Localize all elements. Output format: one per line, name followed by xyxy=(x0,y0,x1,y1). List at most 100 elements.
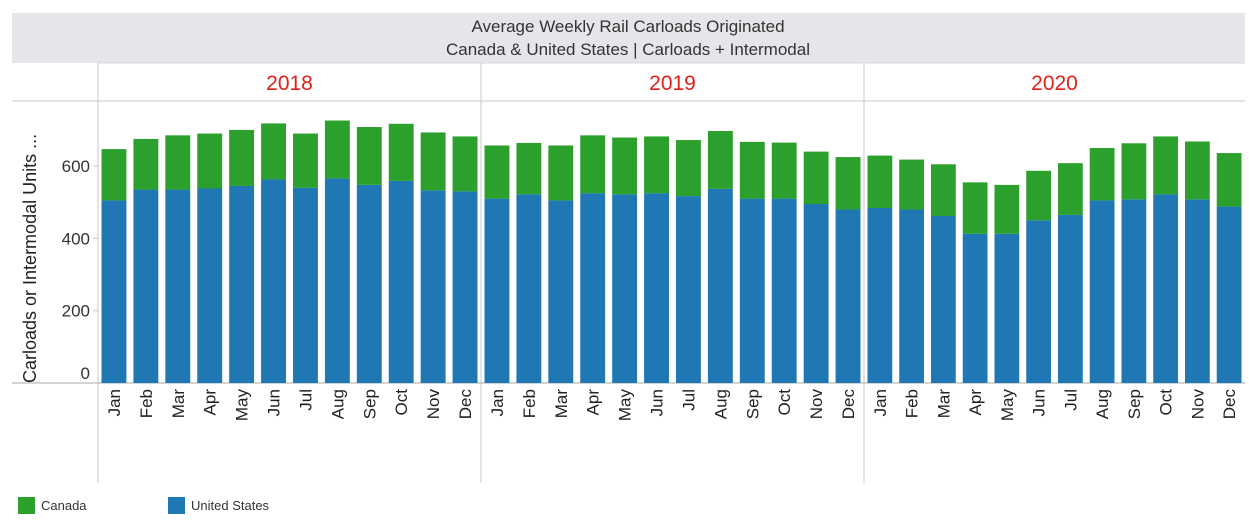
bar-united-states-2020-jan xyxy=(867,208,893,383)
x-tick-label-2020-dec: Dec xyxy=(1220,389,1239,420)
bar-canada-2019-oct xyxy=(771,142,797,199)
chart-subtitle: Canada & United States | Carloads + Inte… xyxy=(446,40,810,59)
bar-united-states-2018-may xyxy=(229,185,255,383)
x-tick-label-2019-aug: Aug xyxy=(711,389,730,419)
bar-united-states-2020-jun xyxy=(1026,220,1052,383)
y-tick-label-0: 0 xyxy=(81,364,90,383)
x-tick-label-2019-nov: Nov xyxy=(807,389,826,420)
y-tick-label-600: 600 xyxy=(62,157,90,176)
bar-united-states-2020-dec xyxy=(1216,206,1242,383)
bar-canada-2020-may xyxy=(994,184,1020,234)
bar-united-states-2020-feb xyxy=(899,209,925,383)
bar-united-states-2019-feb xyxy=(516,194,542,383)
bar-canada-2018-jan xyxy=(101,149,127,201)
bar-united-states-2018-jan xyxy=(101,200,127,383)
x-tick-label-2020-aug: Aug xyxy=(1093,389,1112,419)
bar-canada-2019-sep xyxy=(739,141,765,199)
bar-united-states-2018-dec xyxy=(452,191,478,383)
x-tick-label-2019-feb: Feb xyxy=(520,389,539,418)
y-axis-label: Carloads or Intermodal Units ... xyxy=(20,134,40,383)
bar-united-states-2020-nov xyxy=(1184,199,1210,383)
x-tick-label-2019-dec: Dec xyxy=(839,389,858,420)
bar-canada-2018-mar xyxy=(165,135,191,190)
x-tick-label-2018-jun: Jun xyxy=(265,389,284,416)
bar-united-states-2019-mar xyxy=(548,200,574,383)
bar-canada-2019-may xyxy=(612,137,638,195)
x-tick-label-2018-jul: Jul xyxy=(296,389,315,411)
bar-canada-2019-nov xyxy=(803,151,829,205)
bar-united-states-2020-may xyxy=(994,233,1020,383)
bar-canada-2020-sep xyxy=(1121,143,1147,200)
bar-canada-2018-aug xyxy=(324,120,350,179)
bar-canada-2019-feb xyxy=(516,142,542,195)
x-tick-label-2018-apr: Apr xyxy=(201,389,220,416)
x-tick-label-2020-nov: Nov xyxy=(1188,389,1207,420)
bar-united-states-2019-jun xyxy=(644,193,669,383)
bar-united-states-2018-jun xyxy=(261,179,286,383)
legend-item-canada: Canada xyxy=(18,497,168,514)
bar-united-states-2019-oct xyxy=(771,198,797,383)
x-tick-label-2018-sep: Sep xyxy=(360,389,379,419)
bar-canada-2020-feb xyxy=(899,159,925,210)
bar-united-states-2018-apr xyxy=(197,188,223,383)
bar-united-states-2019-nov xyxy=(803,204,829,383)
x-tick-label-2018-mar: Mar xyxy=(169,389,188,419)
bar-united-states-2018-sep xyxy=(356,184,382,383)
bar-united-states-2018-aug xyxy=(324,178,350,383)
chart-title: Average Weekly Rail Carloads Originated xyxy=(471,17,784,36)
bar-united-states-2020-mar xyxy=(930,215,956,383)
x-tick-label-2018-may: May xyxy=(233,389,252,422)
x-tick-label-2020-jun: Jun xyxy=(1030,389,1049,416)
x-tick-label-2020-oct: Oct xyxy=(1157,389,1176,416)
chart-header-background xyxy=(12,13,1245,63)
x-tick-label-2018-feb: Feb xyxy=(137,389,156,418)
bar-united-states-2019-may xyxy=(612,194,638,383)
bar-canada-2019-aug xyxy=(707,131,733,189)
x-tick-label-2018-dec: Dec xyxy=(456,389,475,420)
x-tick-label-2019-oct: Oct xyxy=(775,389,794,416)
bar-united-states-2020-oct xyxy=(1153,194,1179,383)
bar-united-states-2018-feb xyxy=(133,189,159,383)
x-tick-label-2019-may: May xyxy=(616,389,635,422)
bar-canada-2019-dec xyxy=(835,157,861,210)
bar-united-states-2020-apr xyxy=(962,233,988,383)
x-tick-label-2019-jun: Jun xyxy=(648,389,667,416)
bar-canada-2020-apr xyxy=(962,182,988,234)
bar-canada-2018-nov xyxy=(420,132,446,191)
x-tick-label-2020-sep: Sep xyxy=(1125,389,1144,419)
bar-canada-2020-dec xyxy=(1216,153,1242,207)
bar-united-states-2019-aug xyxy=(707,188,733,383)
x-tick-label-2020-apr: Apr xyxy=(966,389,985,416)
legend-swatch-united-states xyxy=(168,497,185,514)
legend-label-united-states: United States xyxy=(191,498,270,513)
y-tick-label-200: 200 xyxy=(62,302,90,321)
x-tick-label-2018-nov: Nov xyxy=(424,389,443,420)
x-tick-label-2018-oct: Oct xyxy=(392,389,411,416)
x-tick-label-2020-may: May xyxy=(998,389,1017,422)
bar-canada-2020-aug xyxy=(1089,148,1115,201)
bar-united-states-2019-jul xyxy=(676,196,701,383)
bar-canada-2020-jun xyxy=(1026,170,1052,221)
x-tick-label-2020-jul: Jul xyxy=(1061,389,1080,411)
bar-united-states-2018-nov xyxy=(420,190,446,383)
x-tick-label-2018-aug: Aug xyxy=(328,389,347,419)
bar-united-states-2019-sep xyxy=(739,198,765,383)
x-tick-label-2019-apr: Apr xyxy=(584,389,603,416)
bar-united-states-2019-jan xyxy=(484,198,510,383)
year-label-2019: 2019 xyxy=(649,72,696,95)
legend-label-canada: Canada xyxy=(41,498,87,513)
bar-canada-2018-sep xyxy=(356,127,382,185)
bar-united-states-2020-jul xyxy=(1057,214,1083,383)
bar-canada-2018-jul xyxy=(293,133,318,188)
year-label-2020: 2020 xyxy=(1031,72,1078,95)
bar-canada-2020-jul xyxy=(1057,163,1083,215)
bar-canada-2020-nov xyxy=(1184,141,1210,200)
legend: Canada United States xyxy=(18,497,269,514)
bar-united-states-2018-oct xyxy=(388,180,414,383)
bar-canada-2018-jun xyxy=(261,123,286,180)
bar-canada-2018-feb xyxy=(133,138,159,190)
x-tick-label-2018-jan: Jan xyxy=(105,389,124,416)
x-tick-label-2020-feb: Feb xyxy=(903,389,922,418)
bar-canada-2018-may xyxy=(229,129,255,186)
